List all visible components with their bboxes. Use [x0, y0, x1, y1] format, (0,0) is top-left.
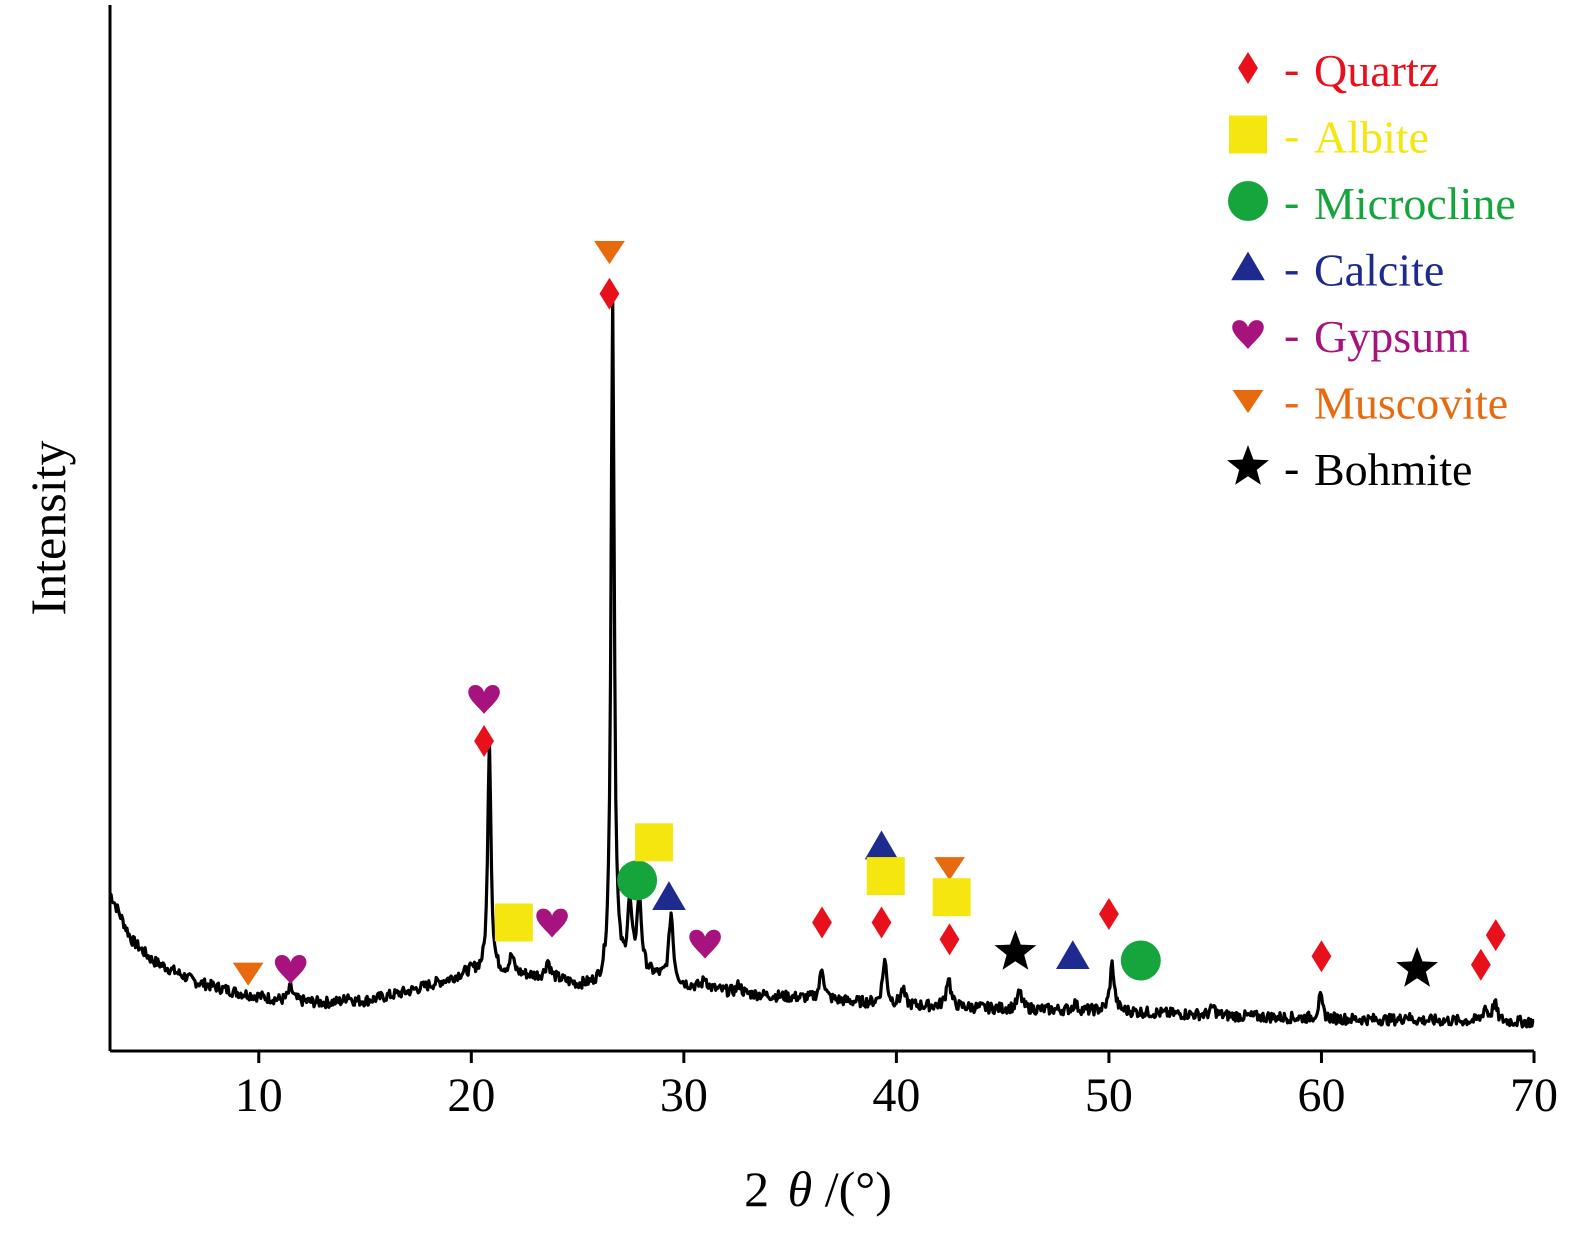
legend-separator: -	[1284, 442, 1299, 493]
x-tick-label: 30	[660, 1069, 708, 1122]
quartz-peak-marker	[812, 906, 832, 939]
gypsum-peak-marker	[536, 908, 568, 938]
legend-separator: -	[1284, 43, 1299, 94]
albite-peak-marker	[866, 857, 905, 896]
quartz-peak-marker	[1485, 919, 1506, 952]
legend-item-quartz: - Quartz	[1238, 43, 1439, 96]
gypsum-legend-icon	[1232, 320, 1264, 349]
albite-peak-marker	[494, 903, 533, 942]
x-axis-label-prefix: 2	[744, 1161, 769, 1217]
legend-item-gypsum: - Gypsum	[1232, 309, 1470, 362]
muscovite-peak-marker	[934, 857, 965, 881]
legend-separator: -	[1284, 176, 1299, 227]
quartz-peak-marker	[1470, 948, 1491, 981]
microcline-peak-marker	[1120, 940, 1161, 981]
calcite-legend-icon	[1231, 251, 1265, 281]
calcite-peak-marker	[1055, 940, 1090, 970]
x-tick-label: 10	[235, 1069, 283, 1122]
bohmite-peak-marker	[1396, 946, 1438, 987]
quartz-peak-marker	[1311, 940, 1332, 973]
quartz-peak-marker	[474, 725, 494, 758]
quartz-legend-icon	[1238, 52, 1258, 84]
legend-item-albite: - Albite	[1229, 110, 1429, 163]
legend-item-bohmite: - Bohmite	[1227, 442, 1472, 495]
legend-separator: -	[1284, 309, 1299, 360]
legend-separator: -	[1284, 110, 1299, 161]
x-ticks: 10 20 30 40 50 60 70	[235, 1051, 1558, 1122]
x-axis-label-unit: /(°)	[825, 1161, 892, 1217]
x-axis-label: 2 θ /(°)	[744, 1161, 892, 1217]
microcline-peak-marker	[617, 860, 658, 901]
gypsum-peak-marker	[689, 929, 721, 959]
plot-area	[108, 241, 1535, 1029]
albite-peak-marker	[635, 823, 674, 862]
legend-label: Muscovite	[1314, 378, 1508, 429]
x-axis-label-theta: θ	[788, 1161, 813, 1217]
legend: - Quartz- Albite- Microcline- Calcite- Gypsum…	[1227, 43, 1516, 495]
legend-label: Calcite	[1314, 245, 1444, 296]
legend-label: Quartz	[1314, 45, 1439, 96]
x-tick-label: 60	[1297, 1069, 1345, 1122]
muscovite-peak-marker	[594, 241, 625, 265]
muscovite-legend-icon	[1232, 390, 1264, 414]
gypsum-peak-marker	[468, 684, 500, 714]
albite-legend-icon	[1229, 115, 1267, 154]
x-tick-label: 70	[1510, 1069, 1558, 1122]
legend-label: Albite	[1314, 112, 1429, 163]
bohmite-legend-icon	[1227, 445, 1269, 485]
quartz-peak-marker	[599, 277, 620, 310]
legend-item-microcline: - Microcline	[1228, 176, 1516, 229]
legend-separator: -	[1284, 243, 1299, 294]
gypsum-peak-marker	[274, 955, 307, 984]
calcite-peak-marker	[864, 830, 899, 860]
calcite-peak-marker	[652, 881, 686, 910]
xrd-trace-line	[108, 293, 1535, 1029]
quartz-peak-marker	[1099, 898, 1119, 931]
muscovite-peak-marker	[232, 962, 264, 986]
legend-separator: -	[1284, 376, 1299, 427]
quartz-peak-marker	[939, 923, 960, 956]
x-tick-label: 50	[1085, 1069, 1133, 1122]
x-tick-label: 40	[872, 1069, 920, 1122]
microcline-legend-icon	[1228, 181, 1268, 221]
x-tick-label: 20	[447, 1069, 495, 1122]
legend-label: Microcline	[1314, 178, 1516, 229]
phase-markers	[232, 241, 1506, 987]
legend-item-calcite: - Calcite	[1231, 243, 1444, 296]
legend-label: Bohmite	[1314, 444, 1472, 495]
axes: 10 20 30 40 50 60 70	[108, 5, 1558, 1122]
legend-item-muscovite: - Muscovite	[1232, 376, 1508, 429]
albite-peak-marker	[932, 878, 971, 917]
bohmite-peak-marker	[994, 930, 1037, 970]
quartz-peak-marker	[871, 906, 892, 939]
legend-label: Gypsum	[1314, 311, 1470, 362]
y-axis-label: Intensity	[20, 441, 76, 616]
